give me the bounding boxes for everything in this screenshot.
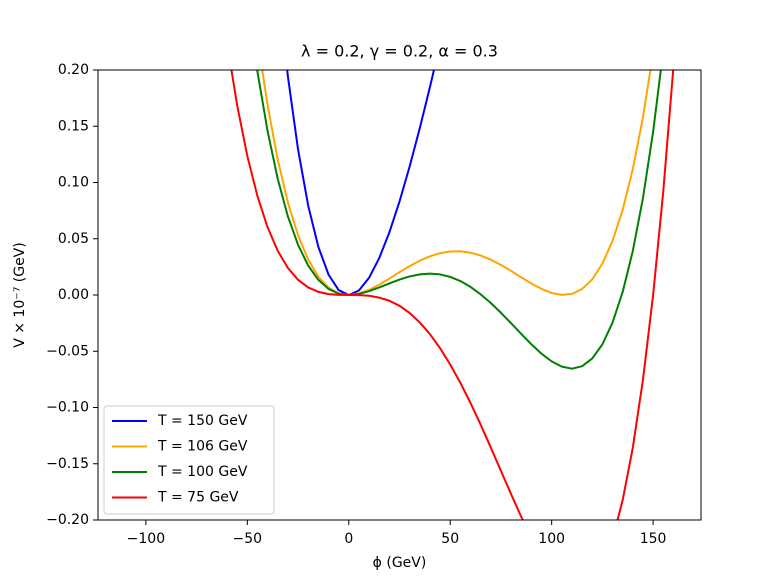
x-axis-label: ϕ (GeV) bbox=[373, 555, 427, 571]
y-tick-label: −0.15 bbox=[46, 456, 89, 472]
legend-frame bbox=[103, 405, 275, 515]
legend-label: T = 75 GeV bbox=[157, 490, 239, 506]
legend-label: T = 100 GeV bbox=[157, 464, 248, 480]
y-tick-label: −0.05 bbox=[46, 343, 89, 359]
legend-label: T = 150 GeV bbox=[157, 413, 248, 429]
x-tick-label: 0 bbox=[344, 531, 353, 547]
series-line bbox=[256, 70, 662, 370]
x-tick-label: 150 bbox=[640, 531, 667, 547]
y-tick-label: 0.00 bbox=[58, 287, 89, 303]
chart-title: λ = 0.2, γ = 0.2, α = 0.3 bbox=[301, 42, 498, 61]
series-line bbox=[286, 70, 435, 296]
x-tick-label: −100 bbox=[127, 531, 165, 547]
x-tick-label: 50 bbox=[441, 531, 459, 547]
series-line bbox=[261, 70, 652, 296]
plot-area bbox=[230, 70, 675, 520]
y-tick-label: 0.05 bbox=[58, 231, 89, 247]
y-tick-label: 0.10 bbox=[58, 175, 89, 191]
y-tick-label: −0.20 bbox=[46, 512, 89, 528]
x-tick-label: 100 bbox=[538, 531, 565, 547]
y-tick-label: 0.20 bbox=[58, 62, 89, 78]
legend: T = 150 GeV T = 106 GeV T = 100 GeV T = 75 … bbox=[103, 405, 275, 515]
y-axis-label: V × 10⁻⁷ (GeV) bbox=[12, 242, 28, 347]
series-line bbox=[230, 70, 675, 520]
x-tick-label: −50 bbox=[233, 531, 263, 547]
legend-label: T = 106 GeV bbox=[157, 439, 248, 455]
y-tick-label: −0.10 bbox=[46, 400, 89, 416]
y-tick-label: 0.15 bbox=[58, 118, 89, 134]
